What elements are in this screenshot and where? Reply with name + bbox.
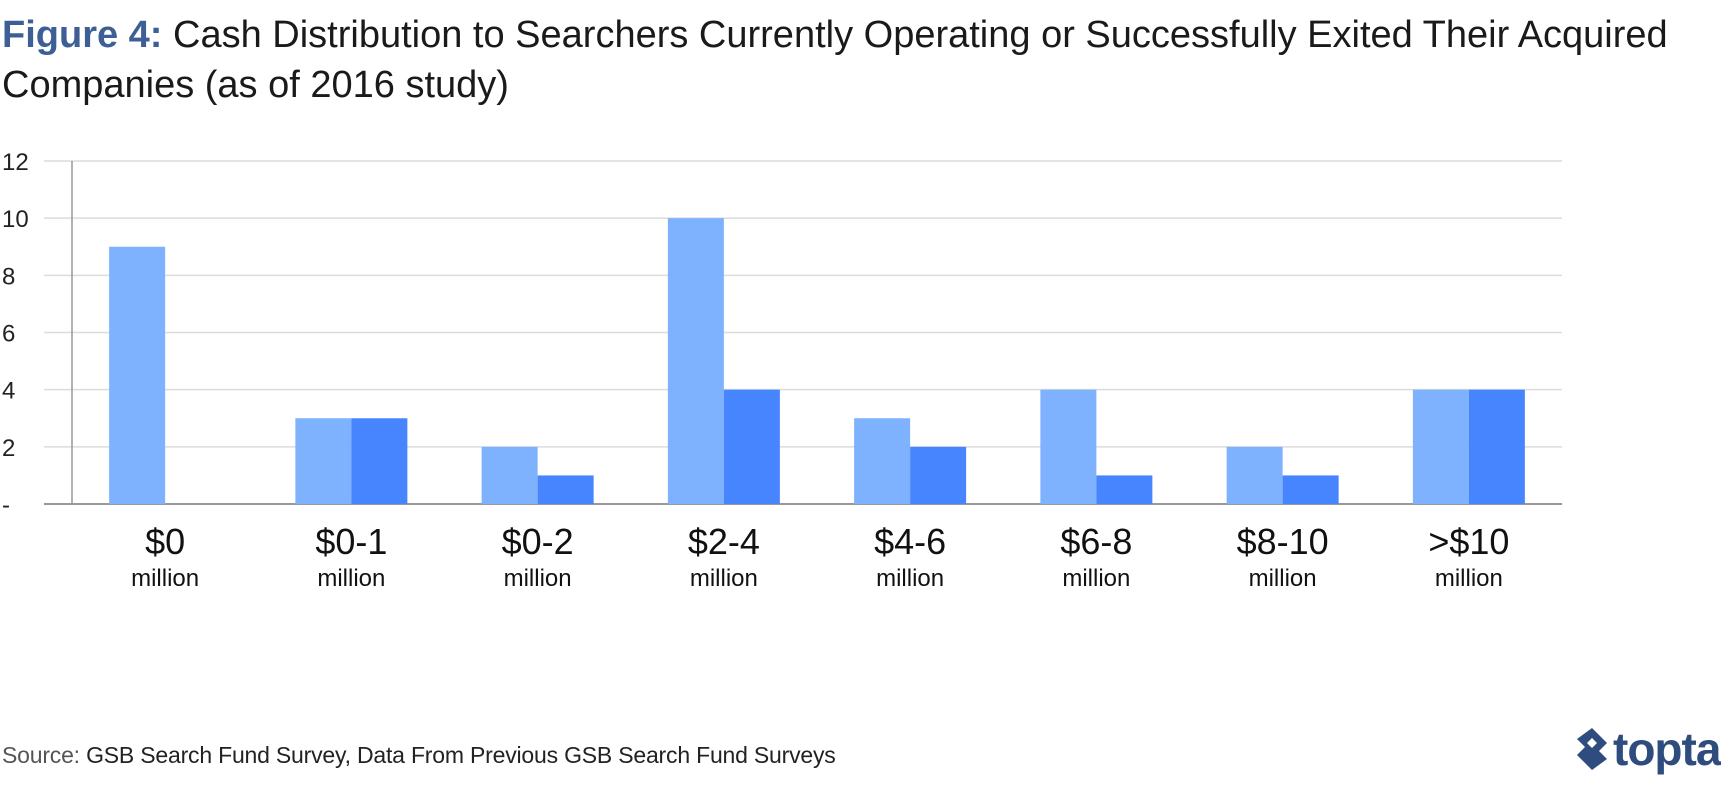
title-text: Cash Distribution to Searchers Currently… bbox=[2, 14, 1668, 106]
x-tick-label: $2-4 bbox=[688, 521, 760, 562]
y-tick-label: - bbox=[2, 492, 10, 519]
brand-name: toptal bbox=[1613, 723, 1721, 775]
x-tick-unit: million bbox=[1249, 565, 1317, 592]
bar-series-1 bbox=[1226, 446, 1283, 504]
y-tick-label: 12 bbox=[2, 149, 29, 176]
source-text: GSB Search Fund Survey, Data From Previo… bbox=[86, 742, 836, 768]
y-tick-label: 6 bbox=[2, 321, 15, 348]
bar-series-2 bbox=[723, 389, 780, 504]
y-tick-label: 10 bbox=[2, 206, 29, 233]
bar-series-1 bbox=[667, 218, 724, 504]
bar-series-2 bbox=[537, 475, 594, 504]
x-tick-unit: million bbox=[690, 565, 758, 592]
brand-logo: toptal bbox=[1575, 722, 1721, 776]
bar-series-2 bbox=[1282, 475, 1339, 504]
chart-title: Figure 4: Cash Distribution to Searchers… bbox=[2, 10, 1718, 110]
x-tick-unit: million bbox=[504, 565, 572, 592]
bar-series-1 bbox=[295, 418, 352, 504]
source-label: Source: bbox=[2, 742, 80, 768]
bar-series-1 bbox=[854, 418, 911, 504]
bar-series-1 bbox=[109, 246, 166, 504]
y-tick-label: 8 bbox=[2, 263, 15, 290]
x-tick-label: $0-2 bbox=[502, 521, 574, 562]
x-tick-label: $6-8 bbox=[1060, 521, 1132, 562]
bar-series-1 bbox=[1412, 389, 1469, 504]
toptal-logo-icon bbox=[1577, 728, 1607, 770]
bar-series-2 bbox=[1468, 389, 1525, 504]
x-tick-unit: million bbox=[1062, 565, 1130, 592]
y-tick-label: 2 bbox=[2, 435, 15, 462]
x-tick-unit: million bbox=[131, 565, 199, 592]
bar-series-1 bbox=[1040, 389, 1097, 504]
y-tick-label: 4 bbox=[2, 378, 15, 405]
x-tick-label: $0-1 bbox=[315, 521, 387, 562]
x-tick-label: $0 bbox=[145, 521, 185, 562]
source-note: Source: GSB Search Fund Survey, Data Fro… bbox=[2, 742, 836, 769]
figure-label: Figure 4: bbox=[2, 14, 163, 56]
x-tick-label: >$10 bbox=[1428, 521, 1509, 562]
bar-series-1 bbox=[481, 446, 538, 504]
x-tick-unit: million bbox=[1435, 565, 1503, 592]
x-tick-unit: million bbox=[317, 565, 385, 592]
bar-series-2 bbox=[910, 446, 967, 504]
bar-series-2 bbox=[1096, 475, 1153, 504]
bar-series-2 bbox=[351, 418, 408, 504]
x-tick-label: $4-6 bbox=[874, 521, 946, 562]
x-tick-unit: million bbox=[876, 565, 944, 592]
x-tick-label: $8-10 bbox=[1237, 521, 1329, 562]
